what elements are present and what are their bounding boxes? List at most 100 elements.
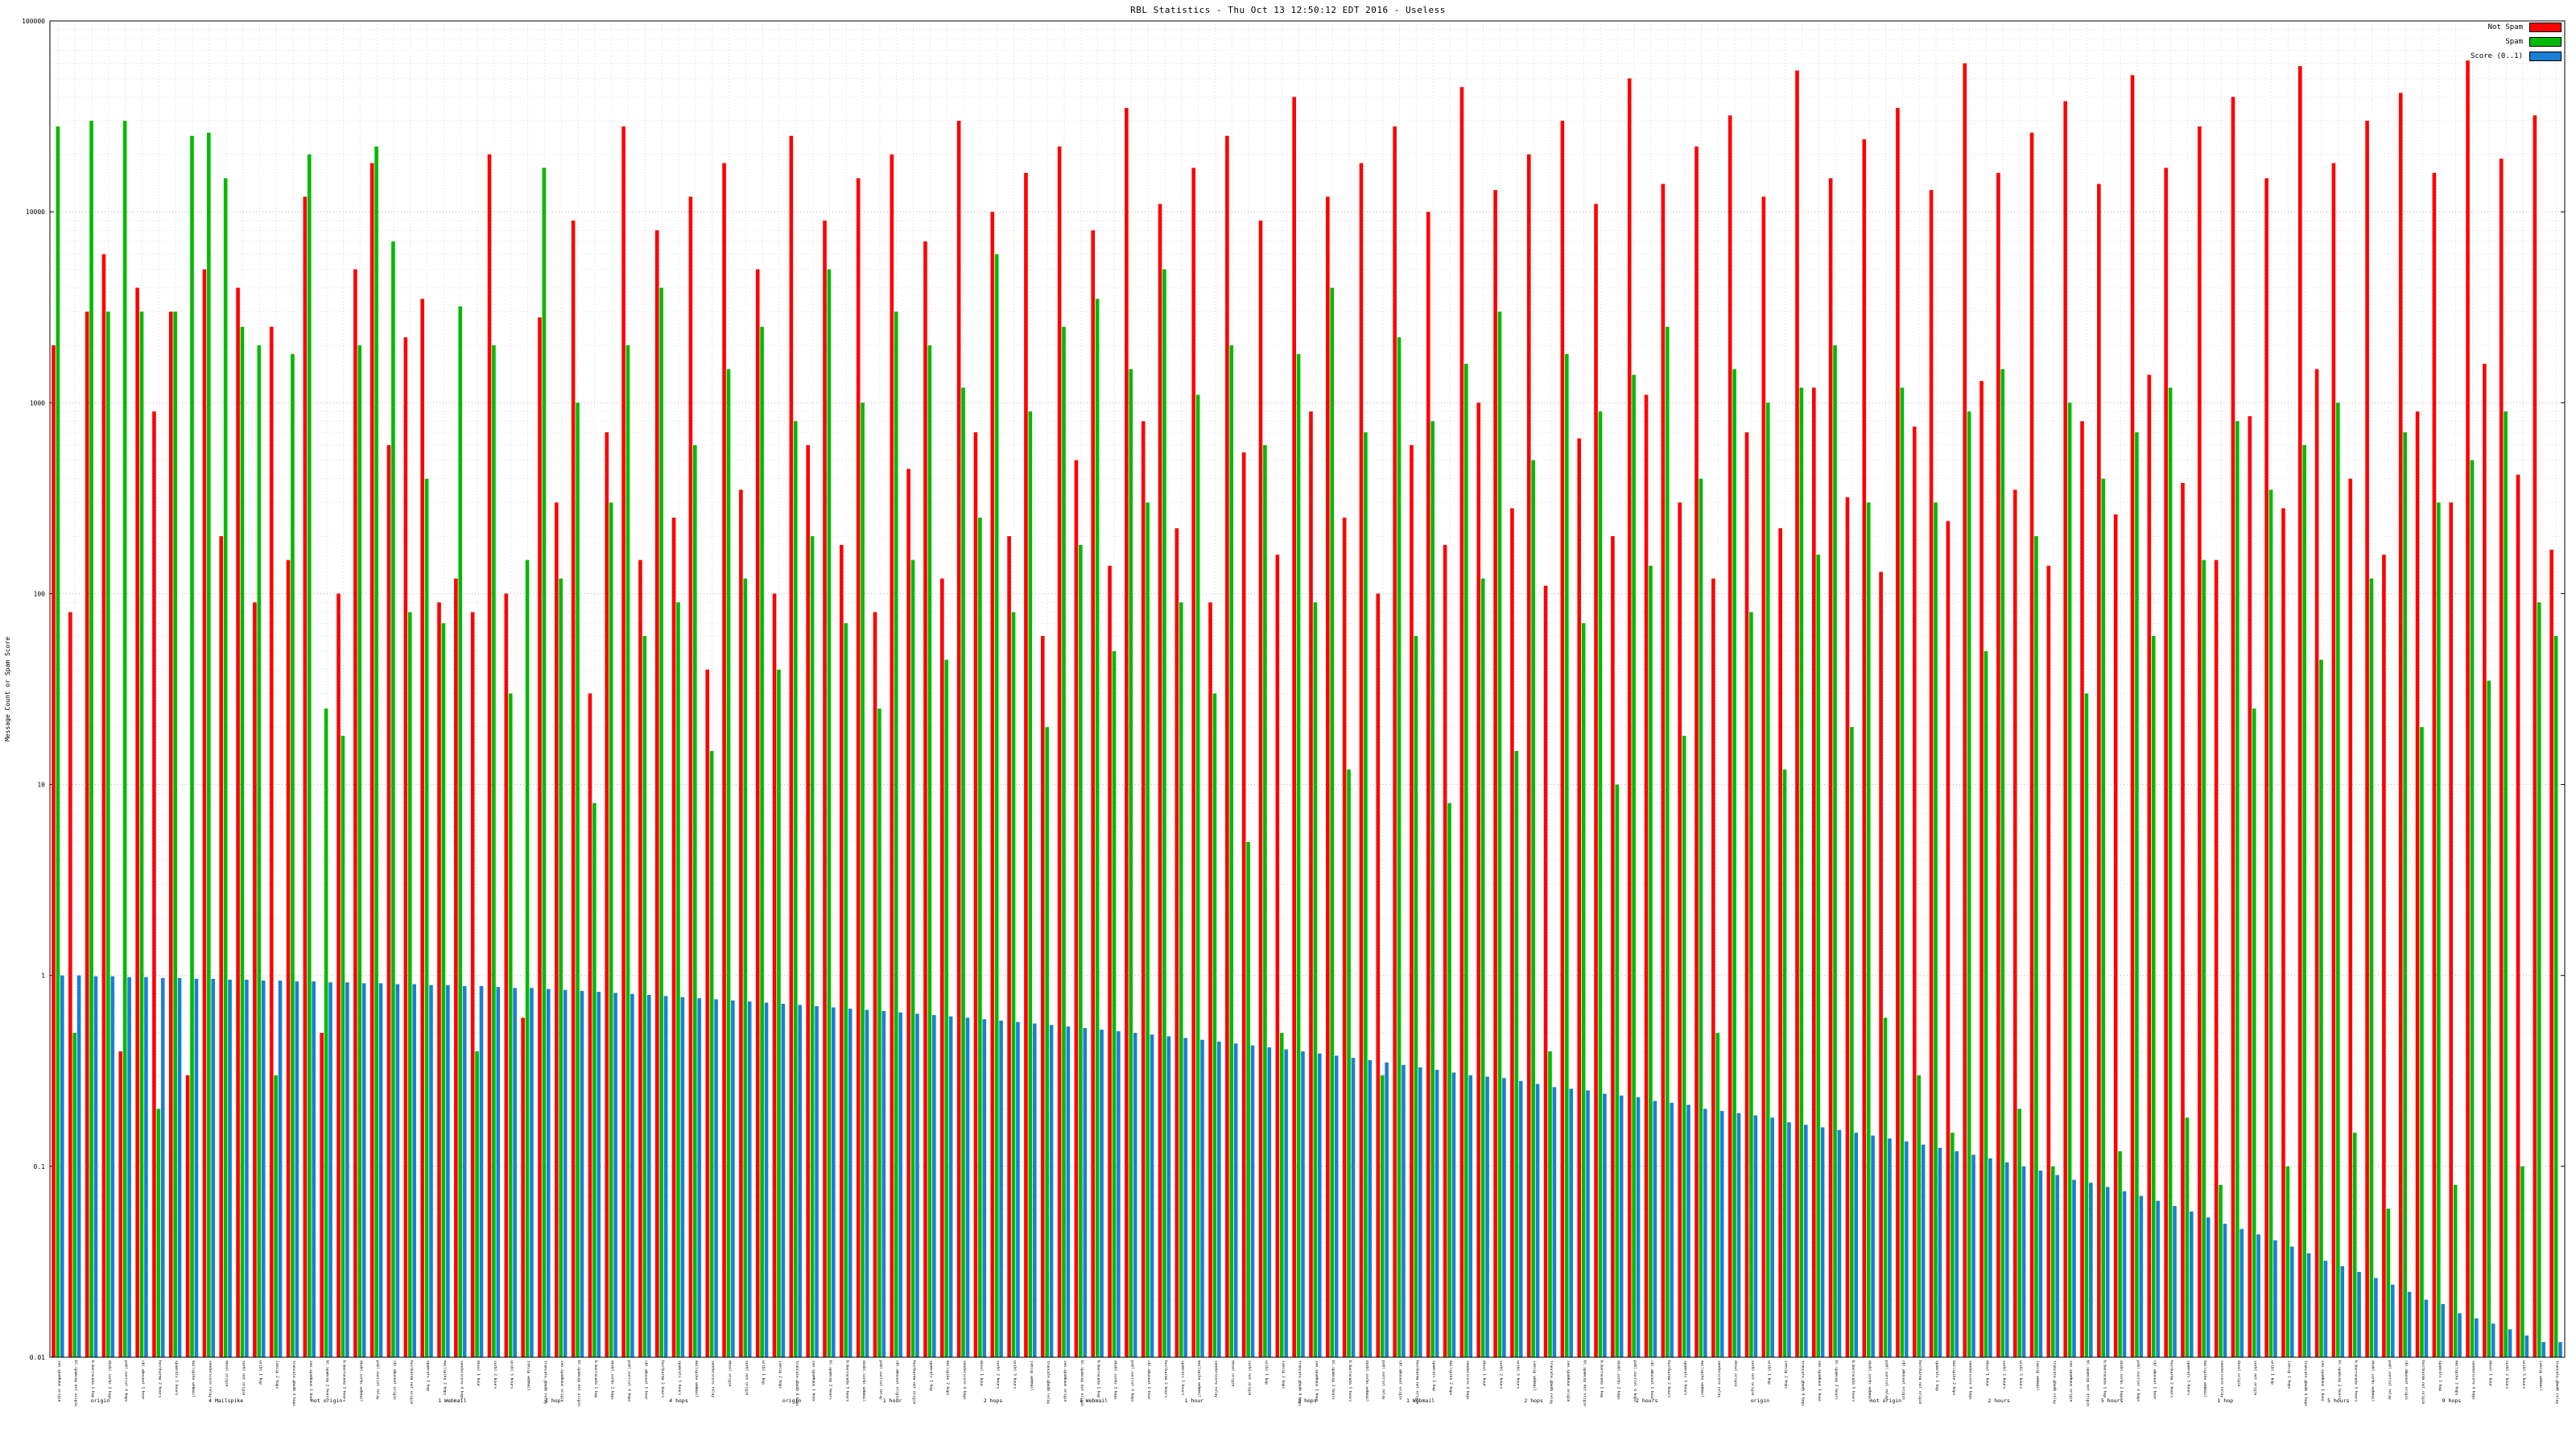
- x-tick-label: hostkarma not origin: [1414, 1360, 1419, 1404]
- x-group-label: not origin: [1870, 1397, 1901, 1404]
- x-tick-label: ivmsip webmail: [1532, 1360, 1537, 1391]
- bar-spam: [2352, 1133, 2357, 1357]
- bar-spam: [1866, 502, 1871, 1357]
- x-tick-label: bl.spamcop not origin: [73, 1360, 78, 1406]
- bar-score: [127, 976, 131, 1357]
- bar-score: [1569, 1088, 1573, 1357]
- bar-spam: [961, 387, 965, 1358]
- bar-score: [1770, 1117, 1774, 1357]
- bar-not-spam: [873, 612, 877, 1357]
- x-tick-label: senderscore relay: [711, 1360, 716, 1397]
- bar-spam: [1581, 623, 1586, 1357]
- bar-not-spam: [1476, 402, 1481, 1358]
- bar-not-spam: [2331, 163, 2336, 1357]
- x-tick-label: uribl 1 hop: [761, 1360, 766, 1385]
- bar-not-spam: [2466, 60, 2470, 1358]
- bar-score: [2407, 1291, 2412, 1357]
- bar-spam: [1816, 555, 1820, 1357]
- plot-border: [49, 20, 2566, 1358]
- bar-spam: [676, 602, 680, 1357]
- bar-spam: [910, 559, 915, 1357]
- x-tick-label: uribl 1 hop: [1264, 1360, 1269, 1385]
- x-tick-label: psbl.surriel relay: [375, 1360, 380, 1400]
- bar-score: [228, 979, 232, 1357]
- bar-spam: [1195, 394, 1200, 1357]
- x-group-label: 1 hour: [1185, 1397, 1204, 1404]
- bar-not-spam: [1309, 411, 1313, 1358]
- bar-not-spam: [1594, 204, 1598, 1357]
- x-tick-label: psbl.surriel 4 hops: [1633, 1360, 1637, 1402]
- bar-not-spam: [1174, 528, 1179, 1357]
- bar-score: [2105, 1187, 2110, 1357]
- x-tick-label: hostkarma 2 hours: [1666, 1360, 1671, 1397]
- x-tick-label: psbl.surriel relay: [1381, 1360, 1386, 1400]
- x-tick-label: zen.spamhaus origin: [56, 1360, 61, 1402]
- bar-spam: [274, 1075, 278, 1357]
- x-tick-label: hostkarma 2 hours: [1163, 1360, 1168, 1397]
- bar-spam: [106, 312, 110, 1357]
- x-tick-label: dnsbl.sorbs webmail: [1868, 1360, 1872, 1402]
- bar-spam: [475, 1051, 479, 1357]
- bar-not-spam: [2130, 75, 2135, 1357]
- x-tick-label: truncate.gbudb 4 hops: [291, 1360, 296, 1406]
- bar-not-spam: [487, 154, 492, 1357]
- bar-spam: [1480, 578, 1485, 1357]
- bar-score: [1418, 1067, 1422, 1357]
- bar-not-spam: [806, 444, 810, 1358]
- x-tick-label: senderscore relay: [208, 1360, 213, 1397]
- x-tick-label: zen.spamhaus 1 hour: [2320, 1360, 2325, 1402]
- bar-spam: [2034, 536, 2038, 1357]
- bar-spam: [2403, 432, 2407, 1358]
- bar-spam: [1263, 444, 1267, 1358]
- x-tick-label: truncate.gbudb 4 hops: [1800, 1360, 1805, 1406]
- bar-spam: [72, 1033, 77, 1357]
- x-tick-label: truncate.gbudb relay: [2555, 1360, 2560, 1404]
- bar-spam: [1296, 353, 1301, 1358]
- x-tick-label: dnsbl.sorbs 2 hops: [1113, 1360, 1117, 1400]
- bar-spam: [1632, 374, 1636, 1357]
- bar-spam: [190, 135, 194, 1358]
- bar-score: [781, 1003, 786, 1357]
- bar-spam: [291, 353, 295, 1358]
- bar-spam: [424, 478, 429, 1358]
- bar-not-spam: [454, 578, 458, 1357]
- bar-spam: [2336, 402, 2340, 1358]
- bar-spam: [1112, 650, 1117, 1357]
- bar-score: [1938, 1147, 1942, 1357]
- bar-spam: [223, 178, 228, 1358]
- bar-score: [1854, 1133, 1859, 1357]
- bar-not-spam: [2483, 363, 2487, 1357]
- bar-spam: [2118, 1151, 2122, 1357]
- legend-swatch-score: [2529, 52, 2562, 61]
- x-tick-label: zen.spamhaus 1 hour: [1314, 1360, 1319, 1402]
- bar-not-spam: [2097, 184, 2101, 1358]
- bar-score: [1049, 1025, 1054, 1357]
- x-tick-label: dnsbl.sorbs 2 hops: [610, 1360, 615, 1400]
- x-tick-label: surbl 2 hours: [493, 1360, 497, 1389]
- bar-score: [1888, 1138, 1892, 1357]
- bar-score: [2424, 1299, 2429, 1357]
- bar-spam: [1665, 326, 1670, 1357]
- x-tick-label: ivmsip webmail: [526, 1360, 531, 1391]
- bar-spam: [492, 345, 496, 1358]
- bar-score: [1753, 1115, 1758, 1357]
- bar-score: [931, 1014, 936, 1357]
- bar-spam: [1951, 1133, 1955, 1357]
- bar-spam: [2017, 1108, 2021, 1357]
- x-tick-label: cbl.abuseat origin: [1398, 1360, 1403, 1400]
- bar-not-spam: [840, 544, 844, 1357]
- bar-spam: [1162, 269, 1166, 1357]
- bar-not-spam: [2113, 514, 2118, 1357]
- x-group-label: origin: [782, 1397, 802, 1404]
- bar-spam: [1364, 432, 1368, 1358]
- y-tick-label: 10: [37, 782, 45, 789]
- bar-score: [2004, 1162, 2009, 1357]
- bar-not-spam: [605, 432, 609, 1358]
- bar-score: [832, 1007, 836, 1357]
- bar-score: [865, 1009, 869, 1357]
- bar-spam: [1699, 478, 1703, 1358]
- x-tick-label: dnswl origin: [1230, 1360, 1235, 1387]
- bar-not-spam: [1158, 204, 1162, 1357]
